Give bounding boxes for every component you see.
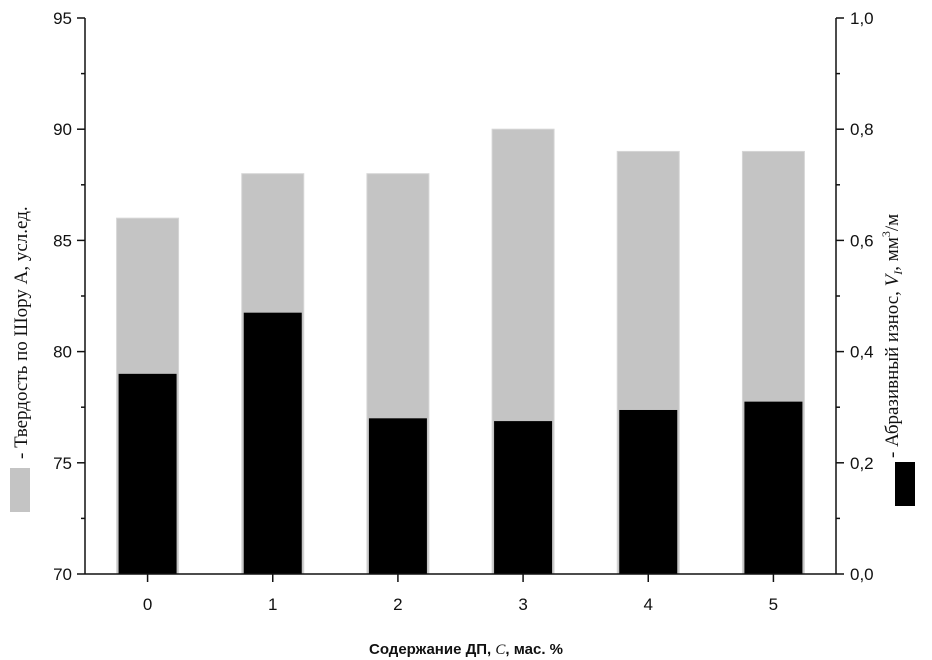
wear-bar-2	[368, 418, 427, 574]
x-axis-title-text: Содержание ДП,	[369, 641, 495, 658]
bars-layer	[116, 128, 805, 575]
wear-bar-3	[494, 421, 553, 574]
x-tick-label: 5	[769, 595, 778, 614]
x-tick-label: 1	[268, 595, 277, 614]
left-tick-label: 70	[53, 565, 72, 584]
x-tick-label: 2	[393, 595, 402, 614]
right-tick-label: 0,6	[850, 231, 874, 250]
x-axis-title: Содержание ДП, C, мас. %	[369, 641, 563, 658]
x-axis-title-var: C	[495, 642, 506, 658]
wear-bar-5	[744, 401, 803, 574]
left-legend-swatch	[10, 468, 30, 512]
axes-layer: 70 75 80 85 90 95 0,0 0,2 0,4 0,6 0,8 1,0 0 1 2 3 4 5	[53, 9, 874, 614]
wear-bar-1	[243, 312, 302, 574]
right-tick-label: 0,4	[850, 343, 874, 362]
right-axis-title-text: - Абразивный износ,	[882, 286, 903, 458]
x-tick-label: 3	[518, 595, 527, 614]
right-tick-label: 0,0	[850, 565, 874, 584]
left-tick-label: 95	[53, 9, 72, 28]
x-tick-label: 0	[143, 595, 152, 614]
left-tick-label: 85	[53, 231, 72, 250]
wear-bar-4	[619, 409, 678, 574]
left-tick-label: 75	[53, 454, 72, 473]
right-axis-title-sup: 3	[879, 231, 893, 237]
right-tick-label: 1,0	[850, 9, 874, 28]
x-tick-label: 4	[644, 595, 653, 614]
left-axis-title: - Твердость по Шору А, усл.ед.	[11, 206, 32, 459]
right-legend-swatch	[895, 462, 915, 506]
right-axis-title-sub: I	[891, 270, 905, 276]
right-tick-label: 0,8	[850, 120, 874, 139]
right-axis-title-unit: , мм	[882, 237, 903, 271]
right-axis-title-var: V	[882, 272, 903, 286]
right-axis-title: - Абразивный износ, VI, мм3/м	[879, 214, 905, 458]
right-axis-title-tail: /м	[882, 214, 903, 231]
wear-bar-0	[118, 373, 177, 574]
right-tick-label: 0,2	[850, 454, 874, 473]
left-tick-label: 80	[53, 343, 72, 362]
x-axis-title-suffix: , мас. %	[505, 641, 563, 658]
left-tick-label: 90	[53, 120, 72, 139]
